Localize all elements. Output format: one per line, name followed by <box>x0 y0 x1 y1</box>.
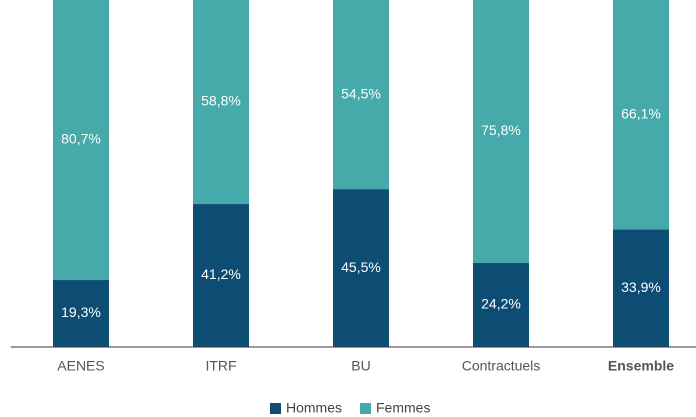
legend-label: Hommes <box>286 400 342 416</box>
x-tick-label: BU <box>351 358 370 374</box>
data-label: 45,5% <box>341 259 381 275</box>
bar-segment <box>613 229 669 347</box>
legend-swatch <box>360 403 371 414</box>
bar-segment <box>333 0 389 190</box>
x-tick-label: AENES <box>57 358 104 374</box>
data-label: 80,7% <box>61 131 101 147</box>
bar-segment <box>333 189 389 347</box>
bar-segment <box>53 0 109 281</box>
data-label: 75,8% <box>481 122 521 138</box>
x-tick-label: ITRF <box>205 358 236 374</box>
data-label: 24,2% <box>481 296 521 312</box>
bar-segment <box>613 0 669 230</box>
data-label: 33,9% <box>621 279 661 295</box>
data-label: 19,3% <box>61 304 101 320</box>
data-label: 54,5% <box>341 85 381 101</box>
legend-label: Femmes <box>376 400 430 416</box>
x-tick-label: Ensemble <box>608 358 674 374</box>
bar-segment <box>193 204 249 347</box>
bar-segment <box>473 0 529 264</box>
bar-segment <box>473 263 529 347</box>
legend-swatch <box>270 403 281 414</box>
data-label: 58,8% <box>201 93 241 109</box>
bar-segment <box>53 280 109 347</box>
x-tick-label: Contractuels <box>462 358 541 374</box>
data-label: 41,2% <box>201 266 241 282</box>
bar-segment <box>193 0 249 205</box>
data-label: 66,1% <box>621 105 661 121</box>
